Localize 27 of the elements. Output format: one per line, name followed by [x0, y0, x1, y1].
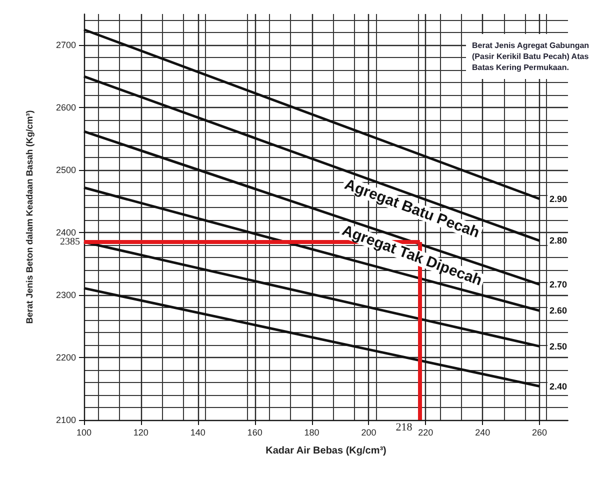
- y-tick-label: 2100: [56, 415, 76, 425]
- y-axis-title: Berat Jenis Beton dalam Keadaan Basah (Kg/cm³): [24, 110, 34, 324]
- x-tick-label: 180: [304, 428, 320, 438]
- x-tick-label: 160: [247, 428, 262, 438]
- y-tick-label: 2700: [56, 40, 76, 50]
- series-label: 2.90: [550, 194, 568, 204]
- series-label: 2.60: [550, 306, 568, 316]
- x-tick-label: 120: [133, 428, 148, 438]
- y-tick-label: 2200: [56, 352, 76, 363]
- ref-line-label: 218: [396, 422, 413, 434]
- x-axis-title: Kadar Air Bebas (Kg/cm³): [266, 446, 386, 456]
- series-label: 2.70: [550, 279, 568, 290]
- x-tick-label: 220: [418, 428, 434, 438]
- y-tick-label: 2600: [56, 102, 76, 113]
- x-tick-label: 100: [76, 428, 92, 438]
- x-tick-label: 260: [532, 428, 548, 438]
- series-label: 2.50: [550, 341, 568, 352]
- annotation: Berat Jenis Agregat Gabungan (Pasir Kerikil Batu Pecah) Atas Batas Kering Permukaan.: [472, 41, 592, 72]
- x-tick-label: 240: [475, 428, 490, 438]
- series-label: 2.40: [550, 381, 568, 392]
- y-tick-label: 2500: [56, 165, 76, 176]
- ref-line-label: 2385: [60, 236, 80, 248]
- x-tick-label: 140: [190, 428, 206, 438]
- y-tick-label: 2400: [56, 228, 76, 238]
- series-label: 2.80: [550, 236, 568, 246]
- x-tick-label: 200: [361, 428, 376, 438]
- y-tick-label: 2300: [56, 290, 76, 300]
